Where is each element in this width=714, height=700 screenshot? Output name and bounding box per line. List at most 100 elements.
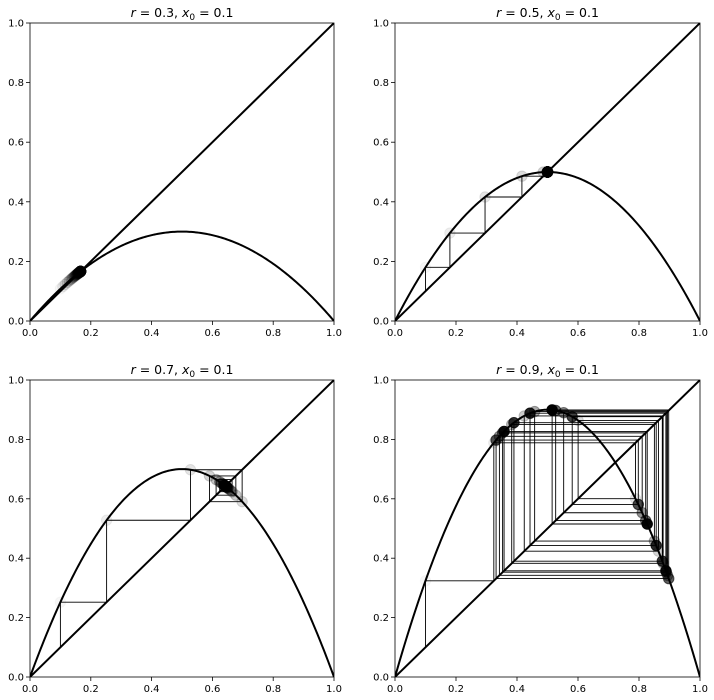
axes-frame (394, 379, 701, 678)
cobweb-panel-3: 0.0 0.2 0.4 0.6 0.8 1.0 0.0 0.2 0.4 0.6 0.8 1.0 r = … (8, 362, 342, 695)
iteration-point (100, 514, 113, 526)
cobweb-panel-2: 0.0 0.2 0.4 0.6 0.8 1.0 0.0 0.2 0.4 0.6 0.8 1.0 r = … (373, 5, 708, 339)
y-tick-label: 0.0 (8, 317, 24, 328)
x-tick-label: 0.8 (265, 684, 281, 695)
iteration-point (420, 576, 430, 586)
iteration-point (184, 464, 197, 476)
iteration-point (57, 280, 69, 293)
iteration-point (508, 416, 520, 429)
iteration-point (641, 518, 653, 530)
y-tick-label: 0.4 (8, 554, 24, 565)
y-tick-label: 0.8 (8, 435, 24, 446)
y-tick-label: 0.2 (373, 613, 389, 624)
iteration-point (516, 170, 528, 182)
iteration-point (61, 276, 74, 289)
x-tick-label: 0.4 (509, 328, 525, 339)
iteration-point (541, 166, 554, 178)
x-tick-label: 1.0 (326, 328, 342, 339)
y-tick-label: 1.0 (8, 376, 24, 387)
iteration-point (65, 273, 77, 285)
axes-frame (394, 22, 701, 322)
x-tick-label: 0.8 (631, 684, 647, 695)
logistic-map-curve (395, 170, 700, 321)
iteration-point (490, 434, 502, 446)
panel-title: r = 0.9, x0 = 0.1 (496, 362, 599, 380)
panel-title: r = 0.5, x0 = 0.1 (496, 5, 599, 23)
x-tick-label: 1.0 (326, 684, 342, 695)
iteration-point (656, 555, 668, 567)
iteration-point (63, 275, 75, 287)
iteration-point (479, 191, 491, 203)
logistic-map-curve (30, 468, 334, 677)
y-tick-label: 0.6 (8, 138, 24, 149)
y-tick-label: 0.8 (373, 78, 389, 89)
y-tick-label: 0.4 (8, 197, 24, 208)
x-tick-label: 0.6 (570, 328, 586, 339)
iteration-point (420, 262, 430, 272)
iteration-point (203, 470, 216, 482)
y-tick-label: 1.0 (373, 376, 389, 387)
x-tick-label: 0.2 (448, 328, 464, 339)
y-tick-label: 0.4 (373, 554, 389, 565)
x-tick-label: 0.6 (204, 684, 220, 695)
cobweb-panel-1: 0.0 0.2 0.4 0.6 0.8 1.0 0.0 0.2 0.4 0.6 0.8 1.0 r = … (8, 5, 342, 339)
y-tick-label: 0.2 (373, 257, 389, 268)
iteration-point (632, 498, 644, 511)
x-tick-label: 0.0 (387, 328, 403, 339)
plot-area (30, 23, 334, 321)
iteration-point (236, 495, 248, 508)
iteration-point (230, 489, 242, 501)
iteration-point (524, 407, 536, 419)
plot-area (30, 380, 334, 677)
x-tick-label: 0.2 (83, 684, 99, 695)
y-tick-label: 0.0 (8, 673, 24, 684)
y-tick-label: 0.2 (8, 613, 24, 624)
plot-area (395, 380, 700, 677)
y-tick-label: 0.2 (8, 257, 24, 268)
iteration-point (546, 404, 558, 416)
y-tick-label: 0.0 (373, 673, 389, 684)
x-tick-label: 1.0 (692, 684, 708, 695)
y-tick-label: 0.4 (373, 197, 389, 208)
cobweb-path (425, 409, 670, 648)
x-tick-label: 0.2 (83, 328, 99, 339)
iteration-point (650, 539, 662, 552)
x-tick-label: 0.2 (448, 684, 464, 695)
iteration-point (74, 265, 87, 278)
x-tick-label: 0.6 (204, 328, 220, 339)
x-tick-label: 0.4 (144, 328, 160, 339)
y-tick-label: 0.6 (373, 138, 389, 149)
y-tick-label: 1.0 (373, 19, 389, 30)
axes-frame (29, 22, 335, 322)
iteration-point (55, 597, 65, 607)
y-tick-label: 0.6 (8, 494, 24, 505)
axes-frame (29, 379, 335, 678)
x-tick-label: 0.0 (22, 328, 38, 339)
y-tick-label: 0.0 (373, 317, 389, 328)
y-tick-label: 0.8 (8, 78, 24, 89)
x-tick-label: 1.0 (692, 328, 708, 339)
cobweb-panel-4: 0.0 0.2 0.4 0.6 0.8 1.0 0.0 0.2 0.4 0.6 0.8 1.0 r = … (373, 362, 708, 695)
panel-title: r = 0.7, x0 = 0.1 (131, 362, 234, 380)
x-tick-label: 0.4 (509, 684, 525, 695)
y-tick-label: 0.8 (373, 435, 389, 446)
y-tick-label: 1.0 (8, 19, 24, 30)
iteration-point (444, 227, 456, 239)
x-tick-label: 0.0 (22, 684, 38, 695)
y-tick-label: 0.6 (373, 494, 389, 505)
iteration-point (59, 278, 71, 291)
x-tick-label: 0.8 (265, 328, 281, 339)
identity-line (395, 380, 700, 677)
plot-area (395, 23, 700, 321)
x-tick-label: 0.8 (631, 328, 647, 339)
identity-line (30, 380, 334, 677)
panel-title: r = 0.3, x0 = 0.1 (131, 5, 234, 23)
iteration-point (660, 565, 672, 577)
iteration-point (219, 480, 232, 492)
iteration-point (566, 411, 578, 423)
x-tick-label: 0.0 (387, 684, 403, 695)
x-tick-label: 0.6 (570, 684, 586, 695)
iteration-point (498, 425, 510, 438)
iteration-point (210, 473, 222, 486)
